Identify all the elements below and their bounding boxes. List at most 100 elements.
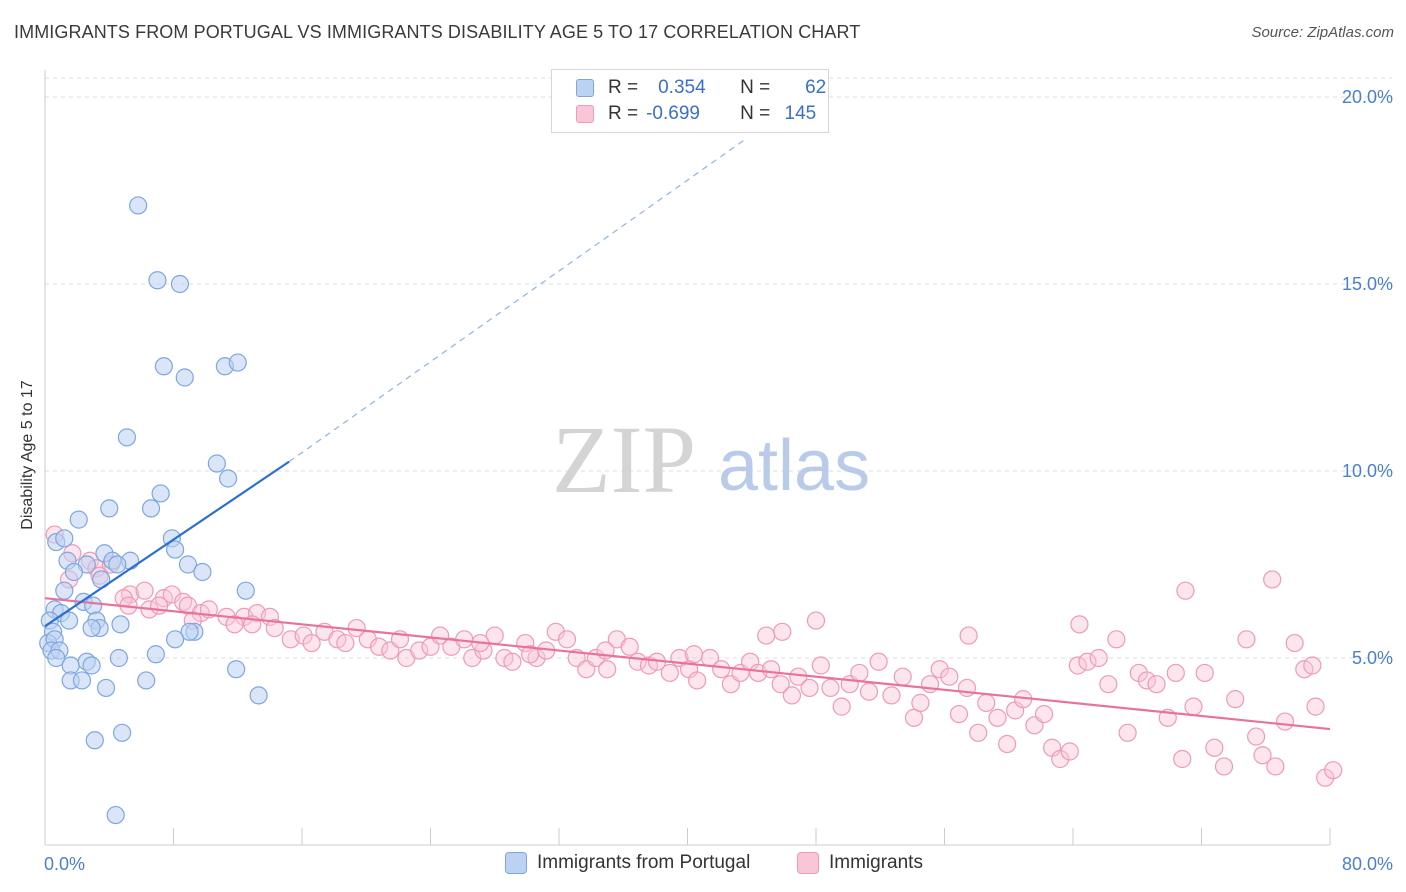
immigrants-point bbox=[660, 663, 679, 683]
immigrants-point bbox=[557, 630, 577, 649]
immigrants-point bbox=[1034, 704, 1054, 724]
portugal-point bbox=[47, 648, 66, 668]
immigrants-point bbox=[520, 645, 540, 664]
portugal-point bbox=[137, 671, 156, 690]
immigrants-point bbox=[911, 693, 930, 712]
immigrants-point bbox=[1263, 570, 1282, 589]
portugal-point bbox=[96, 678, 116, 698]
immigrants-point bbox=[302, 633, 321, 653]
immigrants-point bbox=[811, 656, 830, 675]
immigrants-point bbox=[773, 622, 792, 641]
legend-row-immigrants: R = -0.699 N = 145 bbox=[576, 102, 816, 126]
portugal-point bbox=[219, 469, 238, 488]
legend-n-value: 145 bbox=[784, 103, 817, 124]
immigrants-point bbox=[893, 667, 912, 686]
portugal-trend-line bbox=[44, 460, 290, 628]
source-credit: Source: ZipAtlas.com bbox=[1251, 24, 1394, 41]
immigrants-point bbox=[882, 686, 901, 705]
immigrants-point bbox=[684, 645, 704, 664]
legend-label: Immigrants from Portugal bbox=[537, 852, 751, 873]
series-legend: Immigrants from Portugal Immigrants bbox=[0, 852, 1406, 878]
immigrants-point bbox=[1166, 663, 1185, 683]
portugal-point bbox=[59, 611, 79, 630]
portugal-point bbox=[170, 274, 190, 294]
blue-swatch-icon bbox=[576, 79, 594, 97]
portugal-point bbox=[111, 615, 130, 634]
grid-lines bbox=[45, 77, 1392, 659]
series-immigrants-points bbox=[45, 525, 1343, 787]
portugal-point bbox=[85, 731, 104, 750]
portugal-point bbox=[55, 529, 74, 548]
immigrants-point bbox=[598, 660, 617, 679]
immigrants-point bbox=[135, 581, 154, 600]
legend-n-label: N = bbox=[740, 77, 771, 98]
immigrants-point bbox=[757, 626, 776, 645]
immigrants-point bbox=[959, 626, 978, 645]
immigrants-point bbox=[957, 678, 977, 698]
immigrants-point bbox=[977, 693, 996, 712]
portugal-point bbox=[175, 368, 194, 387]
immigrants-point bbox=[998, 734, 1017, 754]
immigrants-point bbox=[1285, 633, 1304, 653]
immigrants-point bbox=[1137, 671, 1156, 690]
portugal-point bbox=[100, 499, 119, 518]
portugal-point bbox=[151, 484, 170, 503]
portugal-point bbox=[129, 196, 148, 215]
portugal-point bbox=[166, 540, 185, 559]
legend-r-label: R = bbox=[608, 77, 639, 98]
portugal-trend-extension bbox=[288, 137, 748, 463]
x-tick-label: 0.0% bbox=[44, 854, 85, 874]
immigrants-point bbox=[806, 611, 826, 630]
immigrants-point bbox=[869, 652, 888, 671]
immigrants-point bbox=[688, 671, 707, 690]
portugal-point bbox=[106, 805, 125, 825]
legend-r-label: R = bbox=[608, 103, 639, 124]
immigrants-point bbox=[1068, 656, 1087, 675]
immigrants-point bbox=[1184, 697, 1203, 716]
immigrants-point bbox=[1118, 723, 1137, 742]
blue-swatch-icon bbox=[505, 852, 527, 874]
immigrants-point bbox=[1275, 712, 1295, 731]
immigrants-point bbox=[1099, 675, 1118, 694]
immigrants-point bbox=[1266, 757, 1285, 776]
portugal-point bbox=[154, 357, 173, 376]
immigrants-point bbox=[940, 667, 959, 686]
immigrants-point bbox=[265, 618, 284, 638]
legend-label: Immigrants bbox=[829, 852, 923, 873]
y-tick-label: 20.0% bbox=[1342, 87, 1393, 107]
legend-n-label: N = bbox=[740, 103, 771, 124]
x-tick-label: 80.0% bbox=[1342, 854, 1393, 874]
immigrants-point bbox=[1226, 690, 1245, 709]
immigrants-point bbox=[1060, 742, 1079, 761]
immigrants-point bbox=[1089, 648, 1108, 668]
tick-labels: 5.0% 10.0% 15.0% 20.0% 0.0% 80.0% bbox=[44, 87, 1393, 874]
immigrants-point bbox=[800, 678, 819, 698]
immigrants-point bbox=[1078, 652, 1097, 671]
watermark: ZIP atlas bbox=[552, 406, 870, 513]
legend-row-portugal: R = 0.354 N = 62 bbox=[576, 76, 826, 100]
immigrants-point bbox=[782, 686, 802, 705]
legend-item-portugal: Immigrants from Portugal bbox=[505, 852, 750, 874]
immigrants-point bbox=[370, 637, 389, 656]
immigrants-point bbox=[761, 660, 781, 679]
legend-n-value: 62 bbox=[805, 77, 827, 98]
chart-title: IMMIGRANTS FROM PORTUGAL VS IMMIGRANTS D… bbox=[14, 22, 861, 42]
y-tick-label: 15.0% bbox=[1342, 274, 1393, 294]
immigrants-point bbox=[149, 596, 169, 615]
portugal-point bbox=[178, 555, 198, 574]
immigrants-trend-line bbox=[44, 597, 1331, 731]
legend-item-immigrants: Immigrants bbox=[797, 852, 923, 874]
y-tick-label: 5.0% bbox=[1352, 648, 1393, 668]
portugal-point bbox=[112, 723, 132, 742]
immigrants-point bbox=[1303, 656, 1322, 675]
portugal-point bbox=[227, 660, 246, 679]
immigrants-point bbox=[1237, 630, 1256, 649]
immigrants-point bbox=[1214, 757, 1234, 776]
portugal-point bbox=[109, 648, 128, 668]
pink-swatch-icon bbox=[797, 852, 819, 874]
immigrants-point bbox=[832, 697, 851, 716]
immigrants-point bbox=[1051, 749, 1070, 769]
y-tick-label: 10.0% bbox=[1342, 461, 1393, 481]
portugal-point bbox=[117, 428, 137, 447]
